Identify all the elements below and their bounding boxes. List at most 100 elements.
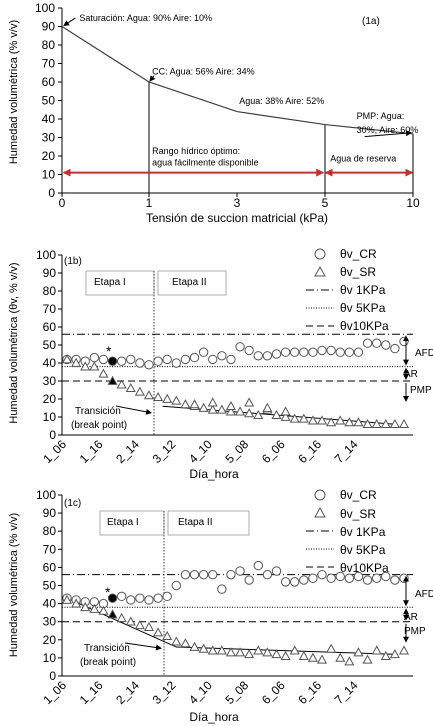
break-label-2-1c: (break point) [80, 657, 136, 668]
sr-point-1c [362, 654, 373, 664]
y-tick-label-1c: 50 [43, 579, 57, 593]
sr-point-1b [207, 404, 218, 414]
annotation-1a: 30%, Aire: 60% [357, 125, 419, 135]
cr-point-1b [189, 352, 200, 363]
legend-label-cr-1b: θv_CR [340, 247, 377, 261]
annotation-1a: agua fácilmente disponible [152, 157, 259, 167]
y-tick-label-1a: 0 [48, 186, 55, 200]
y-tick-label-1a: 90 [42, 20, 56, 34]
sr-point-1c [107, 609, 118, 619]
panel-label-1a: (1a) [362, 16, 380, 27]
x-tick-label-1a: 5 [322, 196, 329, 210]
y-tick-label-1b: 70 [43, 302, 57, 316]
y-tick-label-1c: 80 [43, 524, 57, 538]
x-tick-label-1b: 3_12 [150, 437, 179, 466]
cr-point-1b [253, 351, 263, 361]
sr-point-1b [71, 357, 82, 367]
ar-label-1b: AR [404, 369, 418, 380]
panel-label-1c: (1c) [64, 498, 81, 509]
cr-point-1b [198, 347, 209, 357]
sr-point-1b [371, 418, 382, 429]
y-tick-label-1c: 30 [43, 615, 57, 629]
cr-point-1c [271, 566, 282, 576]
cr-point-1c [280, 577, 291, 587]
legend-label-cr-1c: θv_CR [340, 488, 377, 502]
stage-1-label-1b: Etapa I [94, 277, 126, 288]
x-tick-label-1c: 6_06 [259, 678, 288, 707]
sr-point-1c [316, 654, 328, 664]
y-tick-label-1c: 70 [43, 542, 57, 556]
cr-point-1c [153, 593, 163, 603]
cr-point-1c [362, 575, 373, 585]
sr-point-1b [207, 397, 218, 407]
x-tick-label-1b: 2_14 [113, 437, 142, 466]
sr-point-1b [143, 390, 155, 400]
break-label-1-1b: Transición [75, 406, 121, 417]
cr-point-1c [244, 575, 254, 585]
sr-point-1b [271, 409, 282, 420]
sr-point-1c [153, 627, 164, 637]
break-pointer-1b [115, 405, 152, 415]
sr-point-1c [326, 643, 337, 653]
legend-label-5kpa-1b: θv 5KPa [340, 301, 386, 315]
x-axis-label-1b: Día_hora [189, 467, 239, 481]
legend-label-10kpa-1b: θv10KPa [340, 319, 389, 333]
sr-point-1b [61, 354, 73, 364]
cr-point-1c [308, 573, 318, 583]
sr-point-1b [362, 418, 373, 429]
sr-point-1c [344, 656, 355, 666]
chart-1b: Humedad volumétrica (θv, % v/v) Día_hora… [8, 247, 433, 481]
y-axis-label-1a: Humedad volumétrica (% v/v) [8, 20, 20, 164]
cr-point-1c [371, 573, 382, 583]
sr-point-1c [98, 605, 109, 615]
sr-point-1c [198, 643, 209, 653]
cr-point-1c [217, 584, 227, 594]
sr-point-1b [244, 408, 255, 418]
sr-point-1b [298, 413, 309, 423]
sr-point-1b [162, 393, 173, 403]
annotation-1a: Agua de reserva [330, 154, 396, 164]
cr-point-1b [353, 347, 364, 357]
cr-point-1c [198, 569, 209, 580]
cr-point-1c [189, 569, 200, 580]
stage-2-label-1c: Etapa II [178, 517, 212, 528]
sr-point-1b [116, 379, 127, 389]
cr-point-1c [253, 560, 263, 571]
sr-point-1b [262, 402, 273, 412]
cr-point-1b [116, 356, 127, 366]
break-label-2-1b: (break point) [71, 420, 127, 431]
break-label-1-1c: Transición [84, 643, 130, 654]
cr-point-1c [262, 569, 273, 580]
cr-point-1b [144, 360, 154, 370]
cr-point-1c [299, 575, 309, 585]
y-tick-label-1b: 0 [49, 428, 56, 442]
afd-label-1b: AFD [415, 348, 433, 359]
cr-point-1b [280, 347, 291, 357]
sr-point-1b [216, 404, 227, 414]
chart-1a: Humedad volumétrica (% v/v) Tensión de s… [8, 1, 420, 225]
cr-point-1c [126, 595, 136, 605]
chart-1c: Humedad volumétrica (% v/v) Día_hora (1c… [8, 488, 433, 724]
sr-point-1c [371, 645, 382, 655]
sr-point-1c [262, 647, 273, 657]
cr-point-1b [344, 347, 355, 357]
cr-point-1b [126, 354, 136, 365]
y-tick-label-1c: 10 [43, 651, 57, 665]
sr-point-1b [335, 415, 346, 425]
sr-point-1b [389, 418, 400, 429]
x-tick-label-1a: 10 [406, 196, 420, 210]
x-tick-label-1c: 2_14 [113, 678, 142, 707]
cr-point-1c [235, 566, 245, 576]
cr-point-1b [226, 354, 236, 365]
sr-point-1c [116, 612, 127, 622]
sr-point-1c [398, 645, 410, 655]
x-tick-label-1c: 5_08 [223, 678, 252, 707]
cr-point-1b [107, 356, 118, 366]
x-axis-label-1a: Tensión de succion matricial (kPa) [146, 211, 328, 225]
cr-point-1b [271, 349, 282, 359]
sr-point-1b [307, 415, 318, 425]
legend-label-sr-1c: θv_SR [340, 507, 376, 521]
y-axis-label-1b: Humedad volumétrica (θv, % v/v) [8, 262, 20, 423]
y-tick-label-1a: 40 [42, 112, 56, 126]
cr-point-1c [326, 573, 336, 583]
